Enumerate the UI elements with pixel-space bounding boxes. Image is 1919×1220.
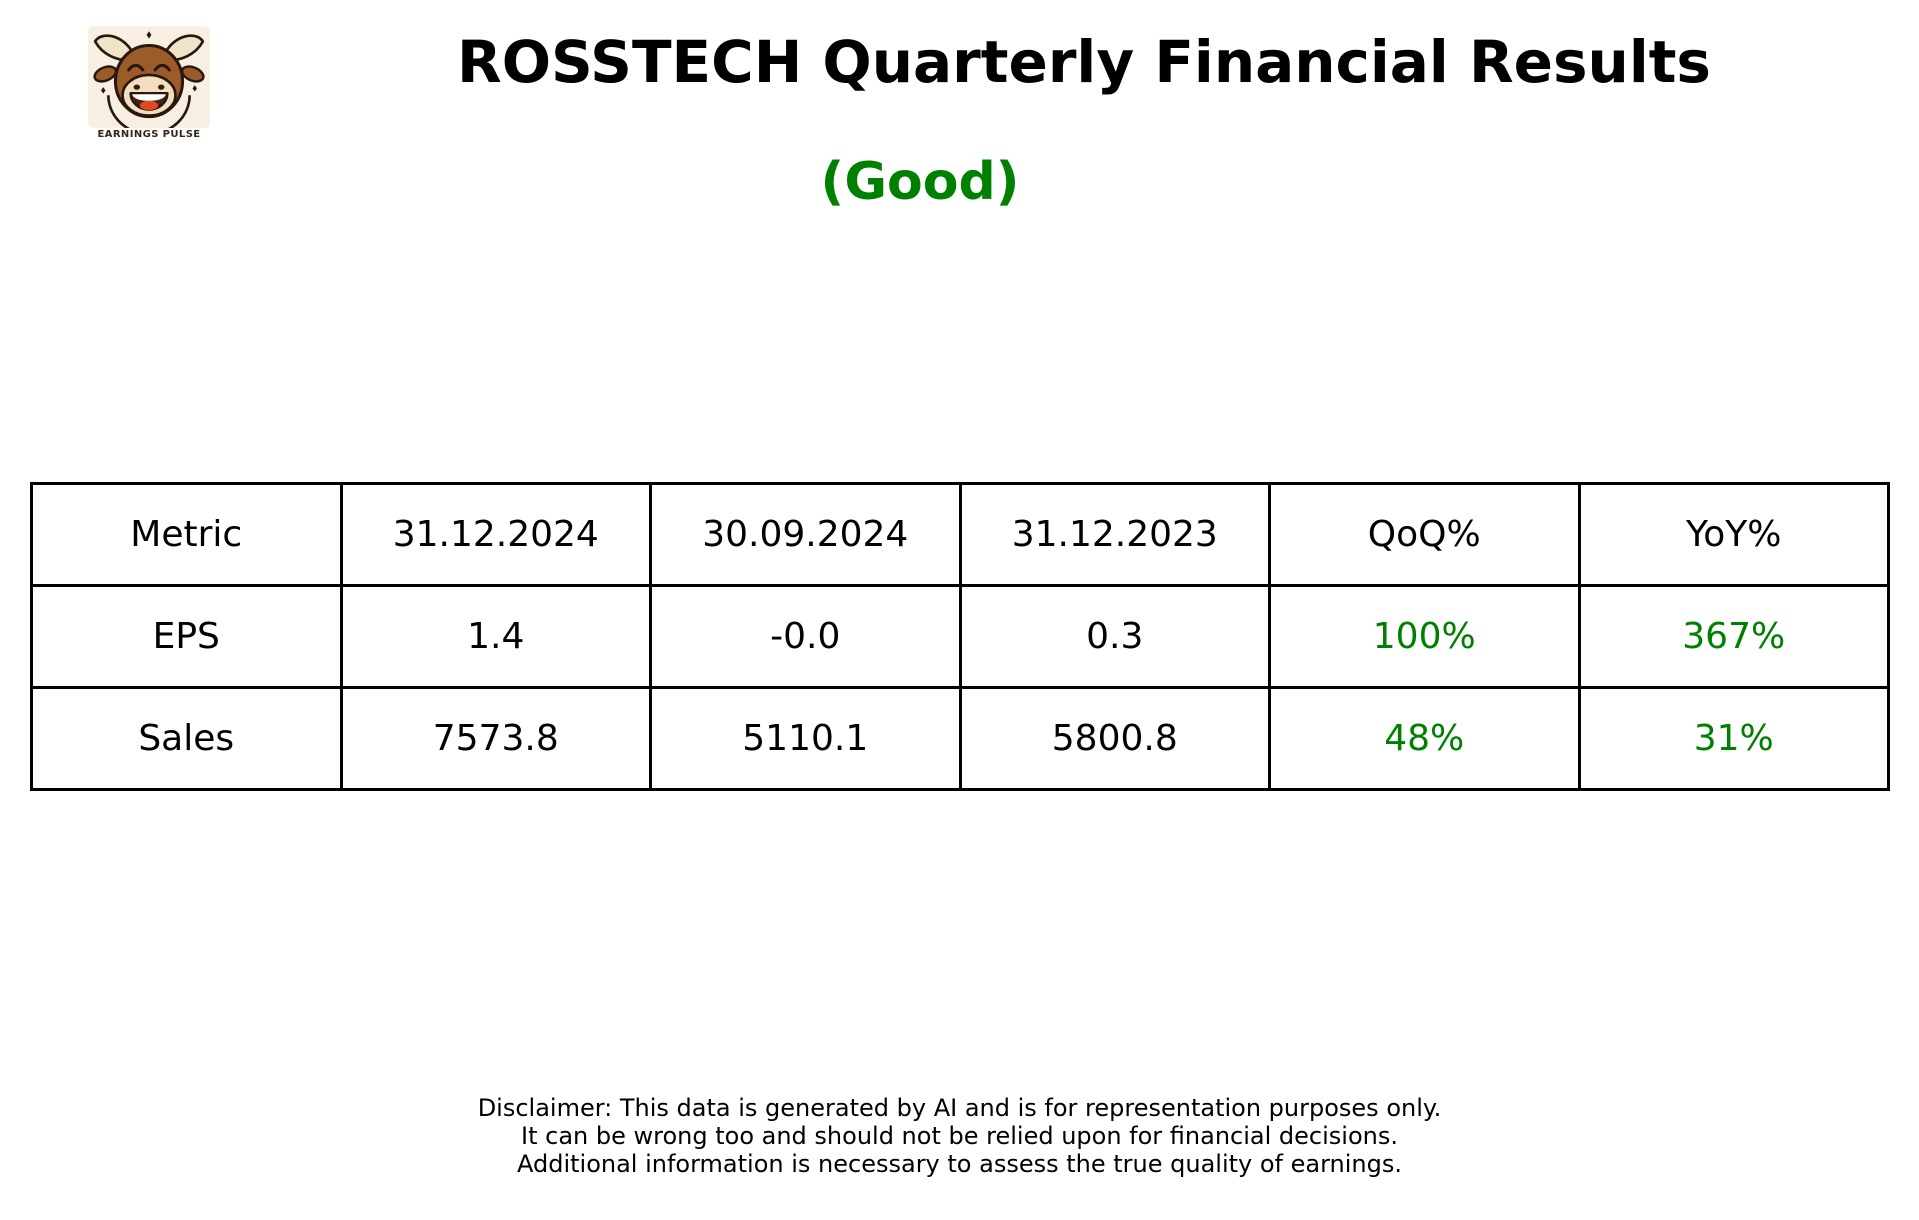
qoq-cell: 100% bbox=[1268, 584, 1581, 689]
disclaimer-line: It can be wrong too and should not be re… bbox=[521, 1122, 1398, 1150]
disclaimer-line: Additional information is necessary to a… bbox=[516, 1150, 1402, 1178]
value-cell: -0.0 bbox=[649, 584, 962, 689]
col-header-metric: Metric bbox=[30, 482, 343, 587]
value-cell: 5800.8 bbox=[958, 686, 1271, 791]
yoy-cell: 31% bbox=[1577, 686, 1890, 791]
table-row-eps: EPS 1.4 -0.0 0.3 100% 367% bbox=[30, 584, 1890, 689]
table-header-row: Metric 31.12.2024 30.09.2024 31.12.2023 … bbox=[30, 482, 1890, 587]
disclaimer-line: Disclaimer: This data is generated by AI… bbox=[477, 1094, 1442, 1122]
verdict-badge: (Good) bbox=[820, 152, 1020, 212]
value-cell: 5110.1 bbox=[649, 686, 962, 791]
metric-cell: Sales bbox=[30, 686, 343, 791]
col-header-31-12-2024: 31.12.2024 bbox=[339, 482, 652, 587]
metric-cell: EPS bbox=[30, 584, 343, 689]
col-header-31-12-2023: 31.12.2023 bbox=[958, 482, 1271, 587]
laughing-bull-icon bbox=[88, 26, 210, 128]
earnings-pulse-logo: EARNINGS PULSE bbox=[88, 26, 210, 140]
results-table: Metric 31.12.2024 30.09.2024 31.12.2023 … bbox=[30, 482, 1890, 791]
disclaimer: Disclaimer: This data is generated by AI… bbox=[0, 1094, 1919, 1178]
yoy-cell: 367% bbox=[1577, 584, 1890, 689]
qoq-cell: 48% bbox=[1268, 686, 1581, 791]
page-title: ROSSTECH Quarterly Financial Results bbox=[457, 28, 1711, 96]
value-cell: 0.3 bbox=[958, 584, 1271, 689]
col-header-30-09-2024: 30.09.2024 bbox=[649, 482, 962, 587]
value-cell: 1.4 bbox=[339, 584, 652, 689]
value-cell: 7573.8 bbox=[339, 686, 652, 791]
col-header-yoy: YoY% bbox=[1577, 482, 1890, 587]
table-row-sales: Sales 7573.8 5110.1 5800.8 48% 31% bbox=[30, 686, 1890, 791]
brand-label: EARNINGS PULSE bbox=[97, 129, 201, 140]
col-header-qoq: QoQ% bbox=[1268, 482, 1581, 587]
